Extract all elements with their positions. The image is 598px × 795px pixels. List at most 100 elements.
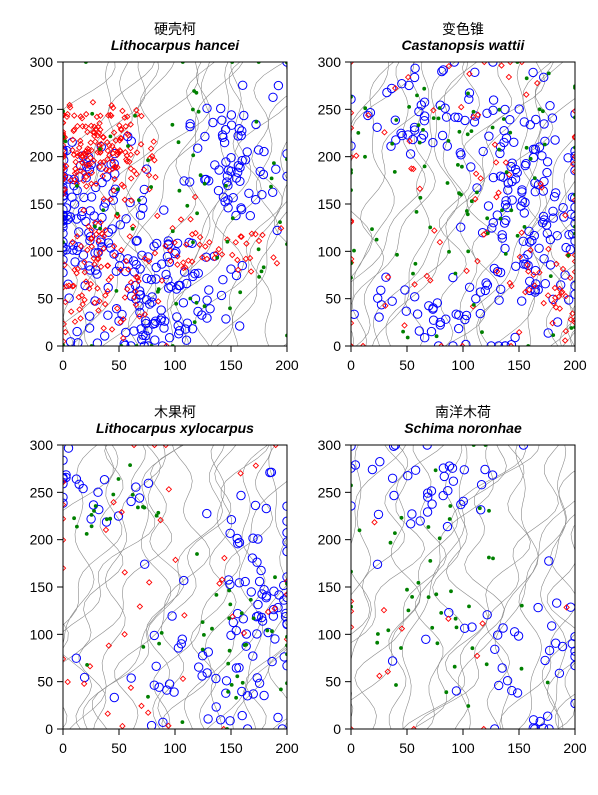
data-point-circle — [202, 103, 212, 114]
data-point-circle — [68, 245, 78, 255]
data-point-diamond — [151, 249, 159, 257]
data-point-circle — [470, 67, 480, 78]
data-point-diamond — [416, 185, 424, 193]
data-point-diamond — [94, 132, 101, 139]
y-tick-label: 100 — [30, 626, 54, 642]
data-point-diamond — [127, 175, 135, 182]
data-point-diamond — [283, 591, 287, 598]
data-point-diamond — [63, 515, 67, 523]
data-point-circle — [552, 317, 563, 327]
data-point-circle — [67, 192, 77, 202]
data-point-diamond — [247, 268, 255, 275]
data-point-diamond — [234, 266, 242, 274]
contour-line — [404, 62, 485, 346]
data-point-circle — [179, 267, 190, 277]
data-point-circle — [231, 210, 241, 221]
data-point-diamond — [110, 242, 118, 250]
data-point-dot — [63, 139, 68, 144]
data-point-diamond — [138, 702, 145, 710]
data-point-circle — [151, 262, 161, 273]
data-point-circle — [453, 112, 463, 123]
data-point-circle — [246, 587, 257, 597]
data-point-dot — [357, 528, 362, 533]
data-point-diamond — [551, 284, 559, 292]
data-point-diamond — [96, 249, 103, 257]
data-point-dot — [541, 109, 545, 114]
data-point-dot — [356, 131, 361, 135]
data-point-diamond — [198, 254, 206, 261]
data-point-diamond — [472, 170, 480, 177]
data-point-circle — [567, 229, 575, 239]
data-point-dot — [519, 603, 524, 608]
data-point-dot — [265, 628, 270, 633]
data-point-circle — [202, 295, 212, 305]
data-point-diamond — [273, 259, 281, 267]
data-point-circle — [456, 499, 466, 510]
data-point-diamond — [152, 173, 159, 181]
data-point-circle — [454, 310, 464, 320]
data-point-dot — [465, 212, 470, 217]
data-point-diamond — [252, 230, 259, 238]
data-point-diamond — [237, 470, 244, 477]
data-point-circle — [245, 211, 256, 221]
data-point-diamond — [88, 146, 95, 154]
data-point-circle — [142, 273, 152, 284]
data-point-diamond — [63, 119, 67, 126]
data-point-circle — [244, 188, 254, 199]
data-point-diamond — [154, 212, 161, 220]
data-point-circle — [63, 255, 68, 265]
x-tick-label: 150 — [219, 740, 243, 756]
data-point-diamond — [117, 318, 124, 326]
data-point-diamond — [493, 193, 500, 201]
data-point-circle — [217, 115, 227, 125]
data-point-dot — [457, 129, 462, 134]
data-point-circle — [497, 233, 507, 243]
data-point-diamond — [481, 62, 488, 66]
data-point-circle — [494, 680, 504, 691]
data-point-dot — [388, 540, 393, 545]
data-point-diamond — [351, 319, 355, 327]
data-point-diamond — [150, 138, 157, 145]
data-point-diamond — [63, 283, 70, 290]
data-point-circle — [281, 608, 287, 619]
data-point-diamond — [81, 296, 88, 304]
data-point-diamond — [89, 129, 97, 136]
data-point-circle — [426, 326, 437, 337]
data-point-dot — [191, 107, 195, 112]
x-tick-label: 0 — [347, 740, 355, 756]
data-point-diamond — [162, 445, 170, 449]
data-point-diamond — [92, 180, 100, 187]
data-point-dot — [430, 625, 435, 630]
data-point-diamond — [381, 129, 388, 136]
data-point-diamond — [445, 615, 452, 622]
y-axis: 0 50 100 150 200 250 300 — [318, 437, 351, 737]
data-point-diamond — [243, 240, 250, 247]
data-point-diamond — [179, 259, 187, 266]
contour-line — [414, 445, 540, 729]
data-point-dot — [444, 690, 449, 695]
data-point-circle — [257, 612, 267, 623]
data-point-circle — [63, 182, 68, 193]
data-point-diamond — [559, 265, 567, 273]
data-point-diamond — [229, 251, 236, 259]
data-point-dot — [405, 335, 410, 340]
contour-line — [351, 445, 371, 596]
data-point-dot — [497, 107, 502, 112]
data-point-diamond — [351, 342, 355, 346]
data-point-circle — [125, 197, 135, 208]
data-point-circle — [228, 193, 238, 203]
data-point-diamond — [167, 257, 174, 265]
data-point-diamond — [63, 186, 67, 194]
contour-line — [184, 445, 269, 729]
data-point-circle — [456, 222, 466, 232]
data-point-circle — [197, 671, 207, 681]
data-point-circle — [85, 235, 95, 246]
data-point-circle — [476, 505, 486, 515]
y-tick-label: 300 — [30, 437, 54, 453]
data-point-circle — [493, 630, 503, 640]
data-point-diamond — [78, 292, 86, 299]
data-point-circle — [280, 612, 287, 622]
data-point-circle — [432, 298, 443, 308]
data-point-diamond — [91, 123, 98, 130]
data-point-circle — [420, 111, 430, 121]
